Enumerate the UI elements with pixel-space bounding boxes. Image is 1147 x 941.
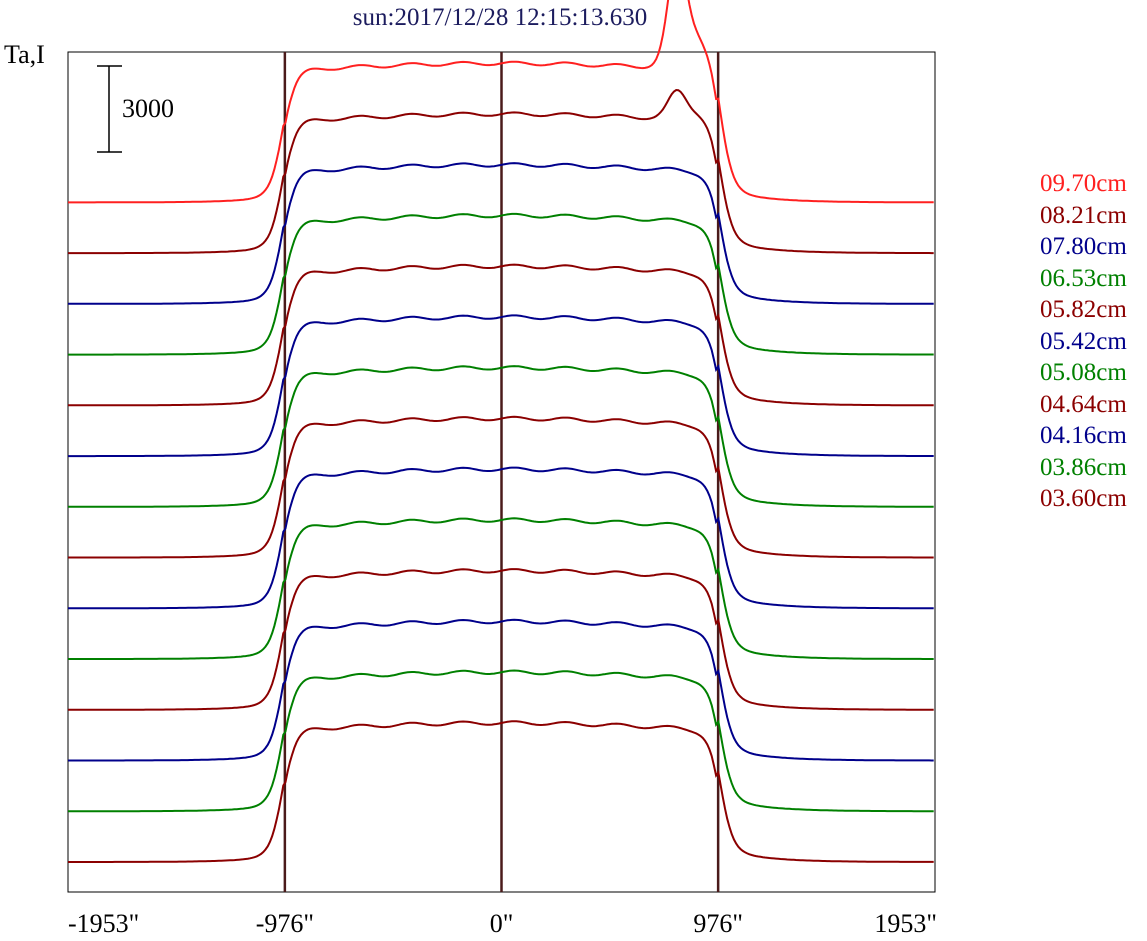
series-line-11 [68,618,934,762]
series-line-9 [68,517,934,660]
series-line-8 [68,466,934,610]
x-tick-label: 1953" [874,909,937,938]
series-line-10 [68,568,934,711]
series-line-4 [68,263,934,407]
legend-item: 05.08cm [1040,359,1127,386]
legend-item: 03.60cm [1040,485,1127,512]
legend-item: 03.86cm [1040,453,1127,481]
series-line-6 [68,365,934,508]
x-tick-label: 0" [490,909,514,938]
chart-title: sun:2017/12/28 12:15:13.630 [352,4,648,31]
legend-item: 06.53cm [1040,264,1127,292]
series-line-7 [68,415,934,559]
series-line-2 [68,162,934,305]
x-tick-labels: -1953" -976" 0" 976" 1953" [68,909,937,938]
legend-item: 09.70cm [1040,170,1127,197]
legend-item: 07.80cm [1040,233,1127,260]
legend: 09.70cm 08.21cm 07.80cm 06.53cm 05.82cm 05.42… [1040,168,1127,515]
x-tick-label: 976" [693,909,743,938]
x-tick-label: -1953" [68,909,139,938]
series-line-0 [68,0,934,204]
y-axis-label: Ta,I [4,40,45,69]
x-tick-label: -976" [256,909,314,938]
legend-item: 05.82cm [1040,296,1127,323]
legend-item: 08.21cm [1040,201,1127,229]
series-line-1 [68,88,934,255]
scale-bar-label: 3000 [122,94,174,123]
series-line-13 [68,720,934,863]
legend-item: 04.16cm [1040,422,1127,449]
series-line-5 [68,314,934,458]
series-lines [68,0,934,863]
legend-item: 04.64cm [1040,390,1127,418]
legend-item: 05.42cm [1040,327,1127,355]
series-line-12 [68,669,934,813]
intensity-scale-bar: 3000 [97,65,174,153]
series-line-3 [68,212,934,356]
